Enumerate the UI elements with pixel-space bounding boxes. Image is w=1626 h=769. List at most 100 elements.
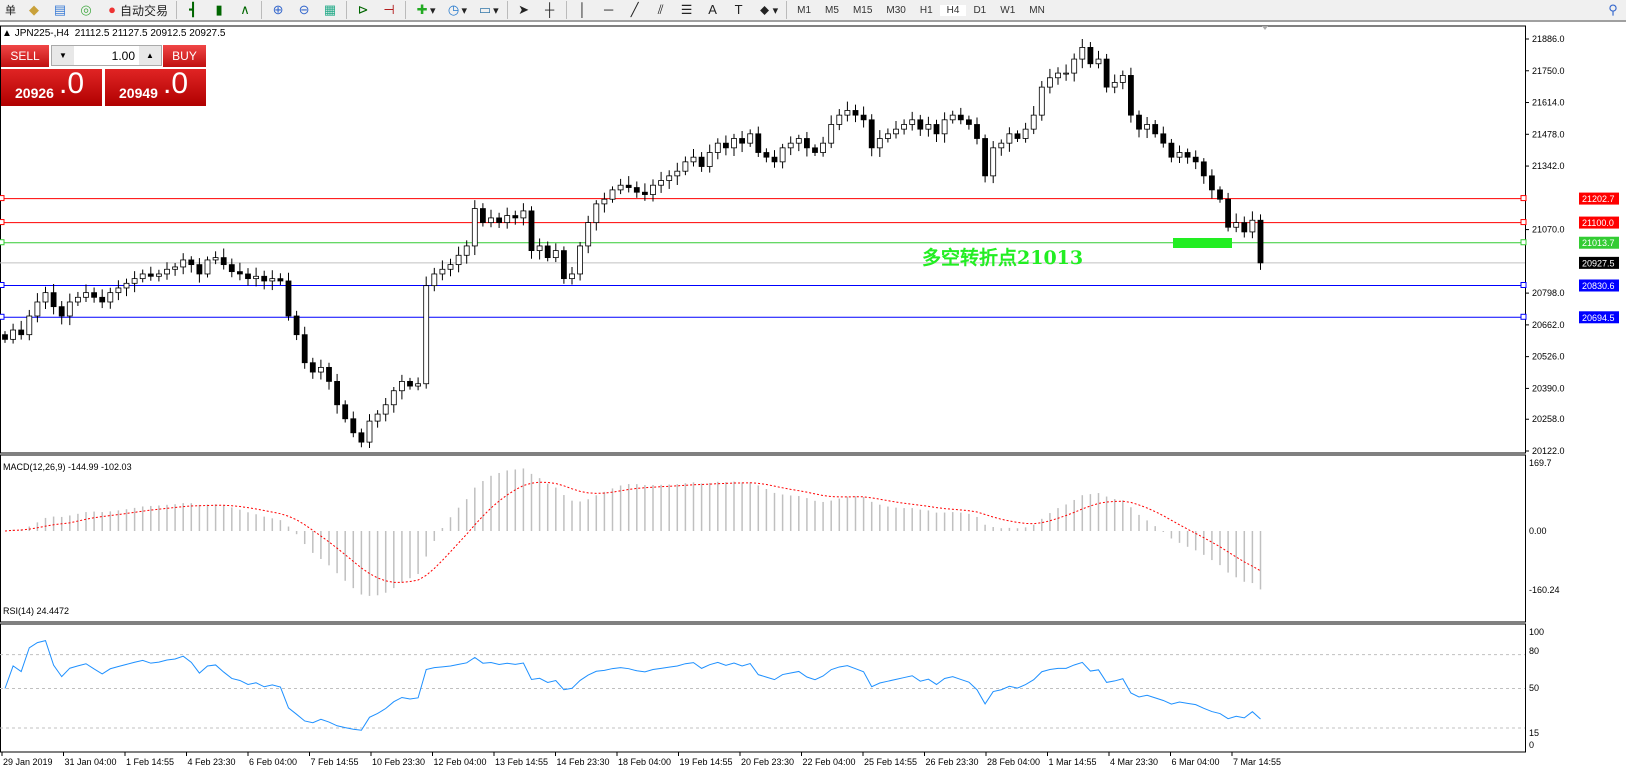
cursor-icon[interactable]: ➤ [518,2,530,17]
bull-candle [714,142,721,153]
price-level-tag [1579,216,1619,229]
sell-button[interactable]: SELL [1,45,49,67]
bear-candle [933,124,940,135]
bull-candle [10,329,17,340]
terminal-icon[interactable]: ▤ [53,2,67,17]
bull-candle [836,114,843,125]
auto-trade-button[interactable]: ● 自动交易 [99,0,173,20]
text-label-icon[interactable]: T [734,2,743,17]
bear-candle [407,380,413,387]
trendline-icon[interactable]: ╱ [630,2,639,17]
one-click-trading-panel: SELL ▼ 1.00 ▲ BUY 20926 .0 20949 .0 [1,45,206,106]
horizontal-line-icon[interactable]: ─ [604,2,614,17]
price-level-label: 20927.5 [1582,258,1615,268]
rsi-y-label: 50 [1529,683,1539,693]
bull-candle [536,245,543,252]
bull-candle [382,404,389,415]
bear-candle [755,133,762,153]
zoom-in-icon[interactable]: ⊕ [272,2,284,17]
price-level-label: 21013.7 [1582,238,1615,248]
lot-size-input[interactable]: 1.00 [111,48,135,63]
price-level-tag [1579,279,1619,292]
zoom-out-icon[interactable]: ⊖ [298,2,310,17]
bull-candle [253,275,260,280]
book-icon[interactable]: ◆ [29,2,39,17]
bear-candle [245,273,251,280]
line-handle [0,313,5,320]
bear-candle [326,366,332,382]
timeframe-m15[interactable]: M15 [852,4,873,16]
tile-icon[interactable]: ▦ [323,2,337,17]
bull-candle [706,152,713,167]
bull-candle [1071,58,1078,74]
timeframe-mn[interactable]: MN [1029,4,1045,16]
sell-price-button[interactable]: 20926 .0 [1,67,102,106]
lot-size-stepper[interactable]: ▼ 1.00 ▲ [51,45,162,66]
line-chart-icon[interactable]: ∧ [240,2,250,17]
bull-candle [463,245,470,256]
bull-candle [901,124,907,130]
bull-candle [909,119,916,125]
autoscroll-icon[interactable]: ⊳ [357,2,369,17]
x-tick-label: 18 Feb 04:00 [618,757,671,767]
bull-candle [317,366,324,373]
bull-candle [1249,219,1256,233]
new-chart-icon[interactable]: ✚ ▾ [416,2,436,17]
bull-candle [876,138,883,149]
bear-candle [528,210,535,252]
chart-canvas[interactable]: 21886.0 21750.0 21614.0 21478.0 21342.0 21070… [0,22,1626,769]
bull-candle [893,128,899,135]
bull-candle [1063,72,1069,75]
increase-lot-button[interactable]: ▲ [139,46,161,65]
buy-price-button[interactable]: 20949 .0 [105,67,206,106]
fibonacci-icon[interactable]: ☰ [680,2,693,17]
equidistant-channel-icon[interactable]: ⫽ [657,2,664,17]
clock-icon[interactable]: ◷ ▾ [447,2,468,17]
buy-price-fraction: .0 [163,67,189,100]
y-tick-label: 21478.0 [1532,129,1565,139]
timeframe-d1[interactable]: D1 [973,4,987,16]
templates-icon[interactable]: ▭ ▾ [478,2,499,17]
x-tick-label: 4 Feb 23:30 [188,757,236,767]
symbol-label: JPN225-,H4 [14,28,70,39]
bear-candle [18,329,25,336]
crosshair-icon[interactable]: ┼ [545,2,555,17]
vertical-line-icon[interactable]: │ [578,2,587,17]
y-tick-label: 20526.0 [1532,352,1565,362]
arrows-icon[interactable]: ⬥ ▾ [760,2,779,17]
y-tick-label: 21342.0 [1532,161,1565,171]
buy-button-label[interactable]: BUY [163,45,206,67]
bar-chart-icon[interactable]: ┫ [189,2,197,17]
timeframe-m1[interactable]: M1 [797,4,812,16]
macd-signal-line [4,481,1261,583]
candlestick-icon[interactable]: ▮ [215,2,223,17]
bull-candle [828,124,835,144]
rsi-y-label: 15 [1529,728,1539,738]
chart-shift-icon[interactable]: ⊣ [383,2,395,17]
bear-candle [496,217,503,223]
timeframe-m30[interactable]: M30 [886,4,906,16]
line-handle [1520,281,1527,288]
decrease-lot-button[interactable]: ▼ [52,46,74,65]
signal-icon[interactable]: ◎ [80,2,92,17]
bear-candle [739,138,745,144]
timeframe-h4[interactable]: H4 [939,4,967,16]
bear-candle [220,257,227,266]
timeframe-h1[interactable]: H1 [919,4,933,16]
timeframe-m5[interactable]: M5 [825,4,839,16]
bull-candle [269,278,276,282]
bull-candle [455,254,462,266]
macd-panel-border [0,454,1526,623]
bear-candle [982,138,988,177]
bear-candle [196,264,203,275]
timeframe-w1[interactable]: W1 [1000,4,1016,16]
bear-candle [147,273,154,277]
x-tick-label: 13 Feb 14:55 [495,757,548,767]
search-icon[interactable]: ⚲ [1608,2,1618,17]
bull-candle [504,215,511,223]
bull-candle [674,170,681,177]
text-icon[interactable]: A [708,2,717,17]
bear-candle [974,124,980,139]
bear-candle [512,215,519,219]
bull-candle [925,124,932,130]
